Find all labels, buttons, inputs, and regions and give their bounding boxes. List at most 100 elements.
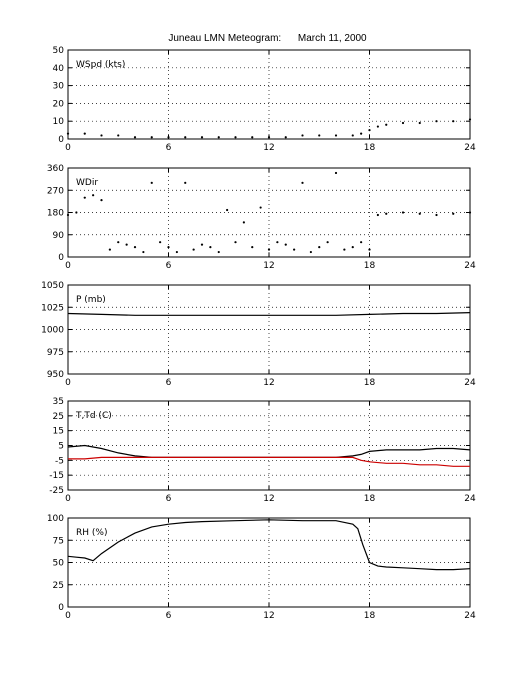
data-point xyxy=(209,246,212,249)
data-point xyxy=(276,241,279,244)
data-point xyxy=(117,241,120,244)
data-point xyxy=(251,246,254,249)
data-point xyxy=(200,136,204,139)
y-tick-label: 1050 xyxy=(41,281,64,291)
data-point xyxy=(401,121,405,125)
data-point xyxy=(326,241,329,244)
data-point xyxy=(150,181,153,184)
x-tick-label: 6 xyxy=(166,143,172,153)
panel-2: 0 6 12 18 24 0 90 180 270 360 WDir xyxy=(47,164,476,271)
data-point xyxy=(259,206,262,209)
data-point xyxy=(360,132,363,135)
data-point xyxy=(83,132,86,135)
y-tick-label: 40 xyxy=(53,64,65,74)
y-tick-label: 0 xyxy=(58,603,64,613)
series-line-1 xyxy=(67,312,471,316)
x-tick-label: 12 xyxy=(263,494,274,504)
data-point xyxy=(142,250,145,254)
data-point xyxy=(418,121,421,125)
x-tick-label: 0 xyxy=(65,494,71,504)
data-point xyxy=(376,125,379,128)
panel-4: 0 6 12 18 24 -25 -15 -5 5 15 25 35 T,Td (C) xyxy=(49,397,476,504)
x-tick-label: 12 xyxy=(263,261,274,271)
x-tick-label: 6 xyxy=(166,611,172,621)
data-point xyxy=(351,134,354,137)
y-tick-label: 30 xyxy=(53,82,65,92)
data-point xyxy=(108,248,111,251)
data-point xyxy=(452,212,455,215)
panel-label: RH (%) xyxy=(76,528,107,538)
data-point xyxy=(318,134,321,137)
data-point xyxy=(368,129,371,132)
data-point xyxy=(435,213,438,217)
y-tick-label: 20 xyxy=(53,99,65,109)
y-tick-label: 975 xyxy=(47,348,64,358)
panel-label: T,Td (C) xyxy=(75,411,112,421)
data-point xyxy=(251,136,254,139)
data-point xyxy=(301,134,304,137)
data-point xyxy=(267,136,271,139)
data-point xyxy=(351,246,354,249)
panel-label: WDir xyxy=(76,178,98,188)
data-point xyxy=(360,241,363,244)
x-tick-label: 12 xyxy=(263,143,274,153)
data-point xyxy=(167,136,170,139)
data-point xyxy=(92,194,95,197)
x-tick-label: 0 xyxy=(65,143,71,153)
data-point xyxy=(418,212,421,215)
data-point xyxy=(66,132,70,135)
x-tick-label: 24 xyxy=(464,611,476,621)
y-tick-label: 100 xyxy=(47,514,64,524)
y-tick-label: 10 xyxy=(53,117,65,127)
y-tick-label: 90 xyxy=(53,231,65,241)
data-point xyxy=(343,248,346,251)
x-tick-label: 18 xyxy=(364,143,376,153)
data-point xyxy=(133,246,137,249)
data-point xyxy=(175,250,178,254)
data-point xyxy=(217,136,220,139)
data-point xyxy=(234,241,237,244)
data-point xyxy=(401,211,405,214)
y-tick-label: 50 xyxy=(53,46,65,56)
x-tick-label: 6 xyxy=(166,494,172,504)
x-tick-label: 0 xyxy=(65,611,71,621)
x-tick-label: 18 xyxy=(364,261,376,271)
data-point xyxy=(125,243,128,246)
data-point xyxy=(75,211,78,214)
data-point xyxy=(217,250,220,254)
data-point xyxy=(242,221,245,224)
y-tick-label: 180 xyxy=(47,209,64,219)
panel-5: 0 6 12 18 24 0 25 50 75 100 RH (%) xyxy=(47,514,476,621)
x-tick-label: 24 xyxy=(464,143,476,153)
data-point xyxy=(100,199,103,202)
x-tick-label: 18 xyxy=(364,611,376,621)
data-point xyxy=(468,118,472,121)
y-tick-label: 0 xyxy=(58,135,64,145)
y-tick-label: -15 xyxy=(49,471,64,481)
data-point xyxy=(150,136,153,139)
y-tick-label: 5 xyxy=(58,442,64,452)
y-tick-label: 270 xyxy=(47,186,64,196)
data-point xyxy=(83,196,86,199)
data-point xyxy=(334,134,338,137)
data-point xyxy=(368,248,371,251)
data-point xyxy=(318,246,321,249)
series-line-1 xyxy=(67,519,471,571)
y-tick-label: 25 xyxy=(53,412,64,422)
data-point xyxy=(385,212,388,215)
y-tick-label: 75 xyxy=(53,536,64,546)
data-point xyxy=(309,250,312,254)
data-point xyxy=(234,136,237,139)
data-point xyxy=(385,123,388,126)
y-tick-label: 950 xyxy=(47,370,64,380)
y-tick-label: 15 xyxy=(53,427,64,437)
data-point xyxy=(468,211,472,214)
data-point xyxy=(159,241,162,244)
panel-3: 0 6 12 18 24 950 975 1000 1025 1050 P (mb) xyxy=(41,281,476,388)
y-tick-label: 1000 xyxy=(41,326,64,336)
x-tick-label: 12 xyxy=(263,378,274,388)
y-tick-label: 50 xyxy=(53,559,65,569)
data-point xyxy=(301,181,304,184)
data-point xyxy=(226,208,229,212)
